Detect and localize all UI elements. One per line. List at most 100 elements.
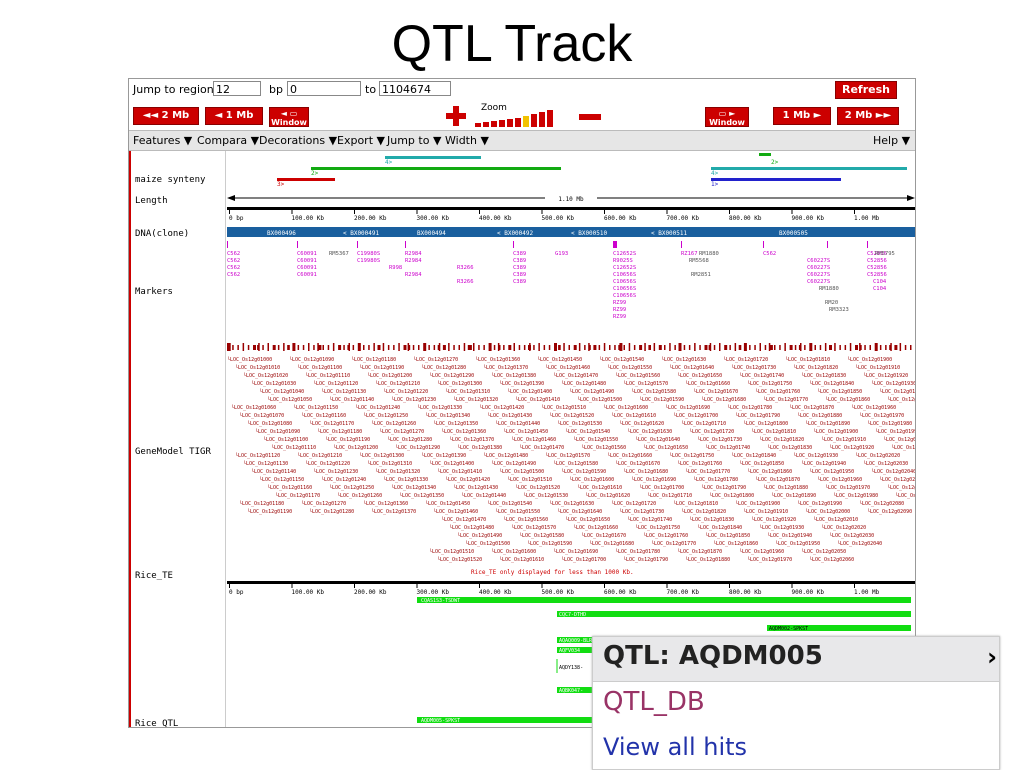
clone-label[interactable]: < BX000491 bbox=[343, 230, 380, 237]
gene-model-label[interactable]: └LOC_Os12g01610 bbox=[611, 412, 656, 419]
gene-model-label[interactable]: └LOC_Os12g02040 bbox=[837, 540, 882, 547]
clone-label[interactable]: BX000494 bbox=[417, 230, 446, 237]
gene-model-label[interactable]: └LOC_Os12g01510 bbox=[507, 476, 552, 483]
refresh-button[interactable]: Refresh bbox=[835, 81, 897, 99]
gene-model-label[interactable]: └LOC_Os12g01730 bbox=[619, 508, 664, 515]
gene-model-label[interactable]: └LOC_Os12g01870 bbox=[755, 476, 800, 483]
gene-model-label[interactable]: └LOC_Os12g02050 bbox=[801, 548, 846, 555]
gene-model-label[interactable]: └LOC_Os12g01240 bbox=[355, 404, 400, 411]
gene-model-label[interactable]: └LOC_Os12g01220 bbox=[305, 460, 350, 467]
start-input[interactable]: 0 bbox=[287, 81, 361, 96]
gene-model-label[interactable]: └LOC_Os12g01660 bbox=[573, 524, 618, 531]
menu-export[interactable]: Export ▼ bbox=[337, 134, 385, 147]
gene-model-label[interactable]: └LOC_Os12g02030 bbox=[863, 460, 908, 467]
gene-model-label[interactable]: └LOC_Os12g01430 bbox=[487, 412, 532, 419]
gene-model-label[interactable]: └LOC_Os12g01370 bbox=[449, 436, 494, 443]
gene-model-label[interactable]: └LOC_Os12g01740 bbox=[739, 372, 784, 379]
gene-model-label[interactable]: └LOC_Os12g01570 bbox=[511, 524, 556, 531]
gene-model-label[interactable]: └LOC_Os12g01240 bbox=[321, 476, 366, 483]
gene-model-label[interactable]: └LOC_Os12g01090 bbox=[289, 356, 334, 363]
gene-model-label[interactable]: └LOC_Os12g01580 bbox=[553, 460, 598, 467]
gene-model-label[interactable]: └LOC_Os12g01410 bbox=[437, 468, 482, 475]
gene-model-label[interactable]: └LOC_Os12g02060 bbox=[809, 556, 854, 563]
gene-model-label[interactable]: └LOC_Os12g01500 bbox=[465, 540, 510, 547]
gene-model-label[interactable]: └LOC_Os12g02020 bbox=[855, 452, 900, 459]
gene-model-label[interactable]: └LOC_Os12g01120 bbox=[313, 380, 358, 387]
gene-model-label[interactable]: └LOC_Os12g02000 bbox=[805, 508, 850, 515]
gene-model-label[interactable]: └LOC_Os12g01150 bbox=[293, 404, 338, 411]
left-1mb-button[interactable]: ◄ 1 Mb bbox=[205, 107, 263, 125]
gene-model-label[interactable]: └LOC_Os12g01650 bbox=[677, 372, 722, 379]
gene-model-label[interactable]: └LOC_Os12g01580 bbox=[519, 532, 564, 539]
gene-model-label[interactable]: └LOC_Os12g01840 bbox=[809, 380, 854, 387]
gene-model-label[interactable]: └LOC_Os12g01870 bbox=[677, 548, 722, 555]
gene-model-label[interactable]: └LOC_Os12g01950 bbox=[887, 396, 915, 403]
gene-model-label[interactable]: └LOC_Os12g01560 bbox=[581, 444, 626, 451]
gene-model-label[interactable]: └LOC_Os12g02000 bbox=[883, 436, 915, 443]
gene-model-label[interactable]: └LOC_Os12g01640 bbox=[635, 436, 680, 443]
gene-model-label[interactable]: └LOC_Os12g01720 bbox=[723, 356, 768, 363]
gene-model-label[interactable]: └LOC_Os12g01680 bbox=[589, 540, 634, 547]
clone-label[interactable]: BX000505 bbox=[779, 230, 808, 237]
gene-model-label[interactable]: └LOC_Os12g01610 bbox=[499, 556, 544, 563]
qtl-feature[interactable] bbox=[767, 625, 911, 631]
synteny-bar[interactable] bbox=[311, 167, 561, 170]
gene-model-label[interactable]: └LOC_Os12g01010 bbox=[235, 364, 280, 371]
gene-model-label[interactable]: └LOC_Os12g01830 bbox=[689, 516, 734, 523]
gene-model-label[interactable]: └LOC_Os12g01290 bbox=[395, 444, 440, 451]
gene-model-label[interactable]: └LOC_Os12g02070 bbox=[895, 492, 915, 499]
gene-model-label[interactable]: └LOC_Os12g01550 bbox=[607, 364, 652, 371]
gene-model-label[interactable]: └LOC_Os12g01770 bbox=[651, 540, 696, 547]
gene-model-label[interactable]: └LOC_Os12g01370 bbox=[371, 508, 416, 515]
gene-model-label[interactable]: └LOC_Os12g01220 bbox=[383, 388, 428, 395]
gene-model-label[interactable]: └LOC_Os12g01310 bbox=[445, 388, 490, 395]
gene-model-label[interactable]: └LOC_Os12g01230 bbox=[313, 468, 358, 475]
gene-model-label[interactable]: └LOC_Os12g01190 bbox=[247, 508, 292, 515]
gene-model-label[interactable]: └LOC_Os12g01810 bbox=[751, 428, 796, 435]
gene-model-label[interactable]: └LOC_Os12g01490 bbox=[491, 460, 536, 467]
gene-model-label[interactable]: └LOC_Os12g01970 bbox=[859, 412, 904, 419]
gene-model-label[interactable]: └LOC_Os12g01180 bbox=[239, 500, 284, 507]
gene-model-label[interactable]: └LOC_Os12g01000 bbox=[227, 356, 272, 363]
zoom-in-icon[interactable] bbox=[445, 105, 467, 127]
gene-model-label[interactable]: └LOC_Os12g01130 bbox=[243, 460, 288, 467]
gene-model-label[interactable]: └LOC_Os12g01550 bbox=[573, 436, 618, 443]
gene-model-label[interactable]: └LOC_Os12g02080 bbox=[859, 500, 904, 507]
gene-model-label[interactable]: └LOC_Os12g01740 bbox=[705, 444, 750, 451]
gene-model-label[interactable]: └LOC_Os12g01680 bbox=[623, 468, 668, 475]
gene-model-label[interactable]: └LOC_Os12g01250 bbox=[363, 412, 408, 419]
synteny-bar[interactable] bbox=[711, 167, 907, 170]
gene-model-label[interactable]: └LOC_Os12g01290 bbox=[429, 372, 474, 379]
gene-model-label[interactable]: └LOC_Os12g01100 bbox=[297, 364, 342, 371]
gene-model-label[interactable]: └LOC_Os12g01740 bbox=[627, 516, 672, 523]
gene-model-label[interactable]: └LOC_Os12g01440 bbox=[495, 420, 540, 427]
gene-model-label[interactable]: └LOC_Os12g01670 bbox=[615, 460, 660, 467]
gene-model-label[interactable]: └LOC_Os12g01400 bbox=[429, 460, 474, 467]
gene-model-label[interactable]: └LOC_Os12g01190 bbox=[359, 364, 404, 371]
left-window-button[interactable]: ◄ ▭ Window bbox=[269, 107, 309, 127]
clone-label[interactable]: < BX000492 bbox=[497, 230, 534, 237]
gene-model-label[interactable]: └LOC_Os12g01820 bbox=[759, 436, 804, 443]
gene-model-label[interactable]: └LOC_Os12g01390 bbox=[499, 380, 544, 387]
gene-model-label[interactable]: └LOC_Os12g01370 bbox=[483, 364, 528, 371]
gene-model-label[interactable]: └LOC_Os12g01790 bbox=[735, 412, 780, 419]
gene-model-label[interactable]: └LOC_Os12g01480 bbox=[561, 380, 606, 387]
gene-model-label[interactable]: └LOC_Os12g01230 bbox=[391, 396, 436, 403]
gene-model-label[interactable]: └LOC_Os12g01440 bbox=[461, 492, 506, 499]
gene-model-label[interactable]: └LOC_Os12g01900 bbox=[735, 500, 780, 507]
gene-model-label[interactable]: └LOC_Os12g01790 bbox=[701, 484, 746, 491]
gene-model-label[interactable]: └LOC_Os12g01660 bbox=[685, 380, 730, 387]
gene-model-label[interactable]: └LOC_Os12g01550 bbox=[495, 508, 540, 515]
gene-model-label[interactable]: └LOC_Os12g01320 bbox=[375, 468, 420, 475]
gene-model-label[interactable]: └LOC_Os12g01790 bbox=[623, 556, 668, 563]
gene-model-label[interactable]: └LOC_Os12g01480 bbox=[449, 524, 494, 531]
qtl-feature[interactable] bbox=[417, 597, 911, 603]
gene-model-label[interactable]: └LOC_Os12g01510 bbox=[429, 548, 474, 555]
gene-model-label[interactable]: └LOC_Os12g02090 bbox=[867, 508, 912, 515]
gene-model-label[interactable]: └LOC_Os12g01390 bbox=[421, 452, 466, 459]
gene-model-label[interactable]: └LOC_Os12g01770 bbox=[763, 396, 808, 403]
gene-model-label[interactable]: └LOC_Os12g01150 bbox=[259, 476, 304, 483]
menu-compara[interactable]: Compara ▼ bbox=[197, 134, 260, 147]
gene-model-label[interactable]: └LOC_Os12g01890 bbox=[805, 420, 850, 427]
gene-model-label[interactable]: └LOC_Os12g01450 bbox=[425, 500, 470, 507]
